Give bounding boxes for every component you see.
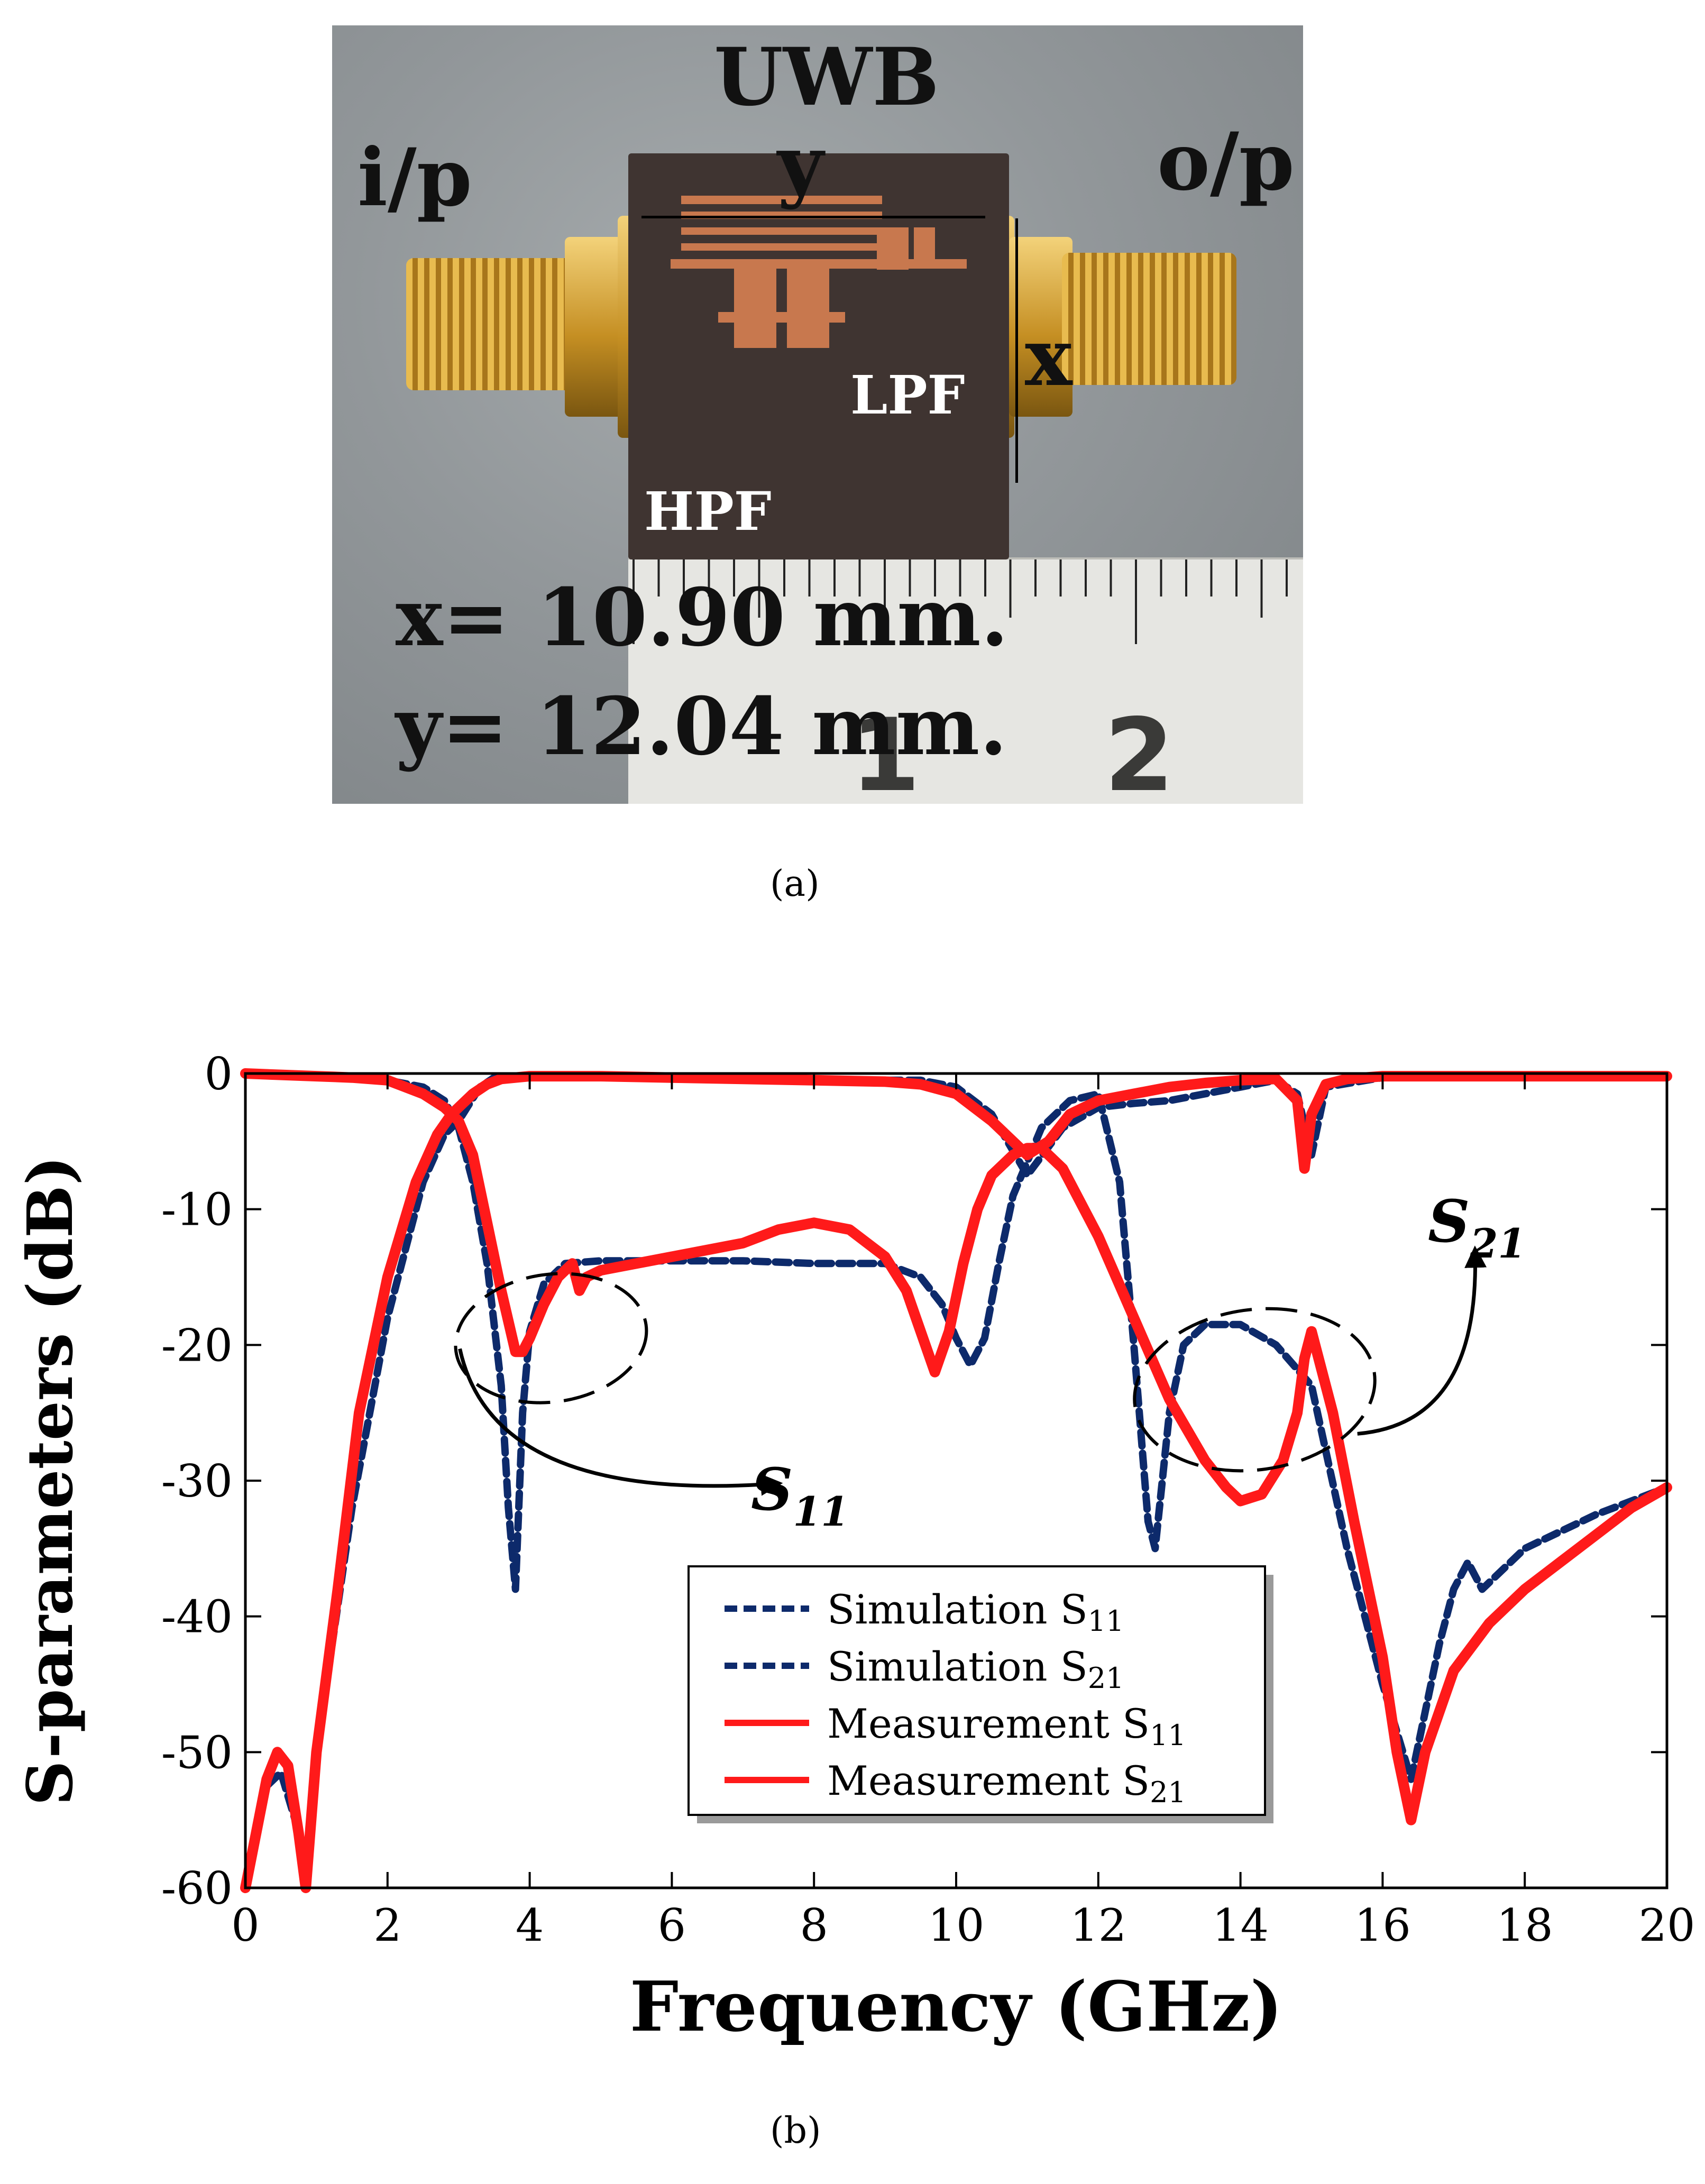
output-label: o/p — [1157, 115, 1295, 208]
annotation-label-s21: S21 — [1428, 1187, 1526, 1267]
x-tick-label: 6 — [658, 1899, 686, 1951]
ruler: 1 2 — [628, 557, 1303, 804]
legend-subscript: 21 — [1088, 1662, 1124, 1695]
y-tick-label: -10 — [161, 1184, 233, 1236]
legend-subscript: 11 — [1088, 1604, 1124, 1638]
input-label: i/p — [358, 131, 472, 224]
x-tick-label: 18 — [1497, 1899, 1553, 1951]
y-dimension-line — [641, 216, 985, 218]
annotation-arrow-s21 — [1357, 1245, 1487, 1436]
device-photo: 1 2 UWB i/p o/p y x LPF HPF x= 10.90 mm.… — [332, 25, 1303, 804]
series-simulation-s11 — [242, 1070, 1671, 1783]
x-tick-label: 10 — [928, 1899, 985, 1951]
x-dimension-value: x= 10.90 mm. — [396, 571, 1009, 664]
x-tick-label: 2 — [373, 1899, 401, 1951]
filter-board — [628, 153, 1009, 559]
x-tick-label: 0 — [231, 1899, 259, 1951]
x-axis-label: Frequency (GHz) — [630, 1966, 1283, 2047]
annotation-arrow-s11 — [458, 1348, 783, 1496]
output-connector-thread — [1062, 253, 1236, 385]
x-dimension-line — [1015, 218, 1018, 483]
y-axis-label: S-parameters (dB) — [13, 1155, 87, 1805]
legend-subscript: 11 — [1150, 1719, 1186, 1752]
y-tick-label: -20 — [161, 1319, 233, 1371]
y-tick-label: -50 — [161, 1727, 233, 1778]
y-tick-label: -40 — [161, 1591, 233, 1643]
y-dimension-label: y — [777, 118, 824, 211]
legend-label: Measurement S21 — [827, 1757, 1186, 1809]
y-tick-label: -60 — [161, 1862, 233, 1914]
s-parameters-chart: 0 2 4 6 8 10 12 14 16 18 20 0 -10 -20 -30 -40 -50 -60 Freq… — [13, 1048, 1695, 2047]
annotation-ellipse-s21 — [1133, 1307, 1377, 1473]
caption-b: (b) — [770, 2110, 821, 2152]
x-tick-label: 14 — [1212, 1899, 1269, 1951]
y-dimension-value: y= 12.04 mm. — [396, 680, 1007, 773]
hpf-label: HPF — [644, 480, 772, 543]
x-tick-label: 20 — [1639, 1899, 1695, 1951]
x-dimension-label: x — [1025, 311, 1072, 404]
y-tick-label: -30 — [161, 1455, 233, 1507]
uwb-title: UWB — [714, 31, 940, 124]
annotation-label-s11: S11 — [751, 1455, 849, 1535]
y-tick-label: 0 — [205, 1048, 233, 1100]
lpf-label: LPF — [850, 364, 965, 426]
annotation-subscript: 11 — [793, 1488, 849, 1535]
annotation-ellipse-s11 — [454, 1272, 648, 1405]
ruler-number-2: 2 — [1104, 697, 1175, 804]
ruler-ticks — [632, 559, 1288, 644]
legend-label: Measurement S11 — [827, 1700, 1186, 1752]
ruler-number-1: 1 — [850, 697, 921, 804]
x-tick-label: 8 — [800, 1899, 828, 1951]
legend-subscript: 21 — [1150, 1776, 1186, 1809]
legend-label: Simulation S21 — [827, 1643, 1124, 1695]
x-tick-label: 12 — [1070, 1899, 1126, 1951]
x-tick-label: 4 — [516, 1899, 544, 1951]
annotation-subscript: 21 — [1469, 1220, 1526, 1267]
caption-a: (a) — [770, 863, 820, 905]
series-measurement-s11 — [240, 1068, 1672, 1825]
legend-label: Simulation S11 — [827, 1586, 1124, 1638]
series-measurement-s21 — [240, 1071, 1672, 1893]
input-connector-thread — [406, 258, 586, 390]
x-tick-label: 16 — [1354, 1899, 1411, 1951]
